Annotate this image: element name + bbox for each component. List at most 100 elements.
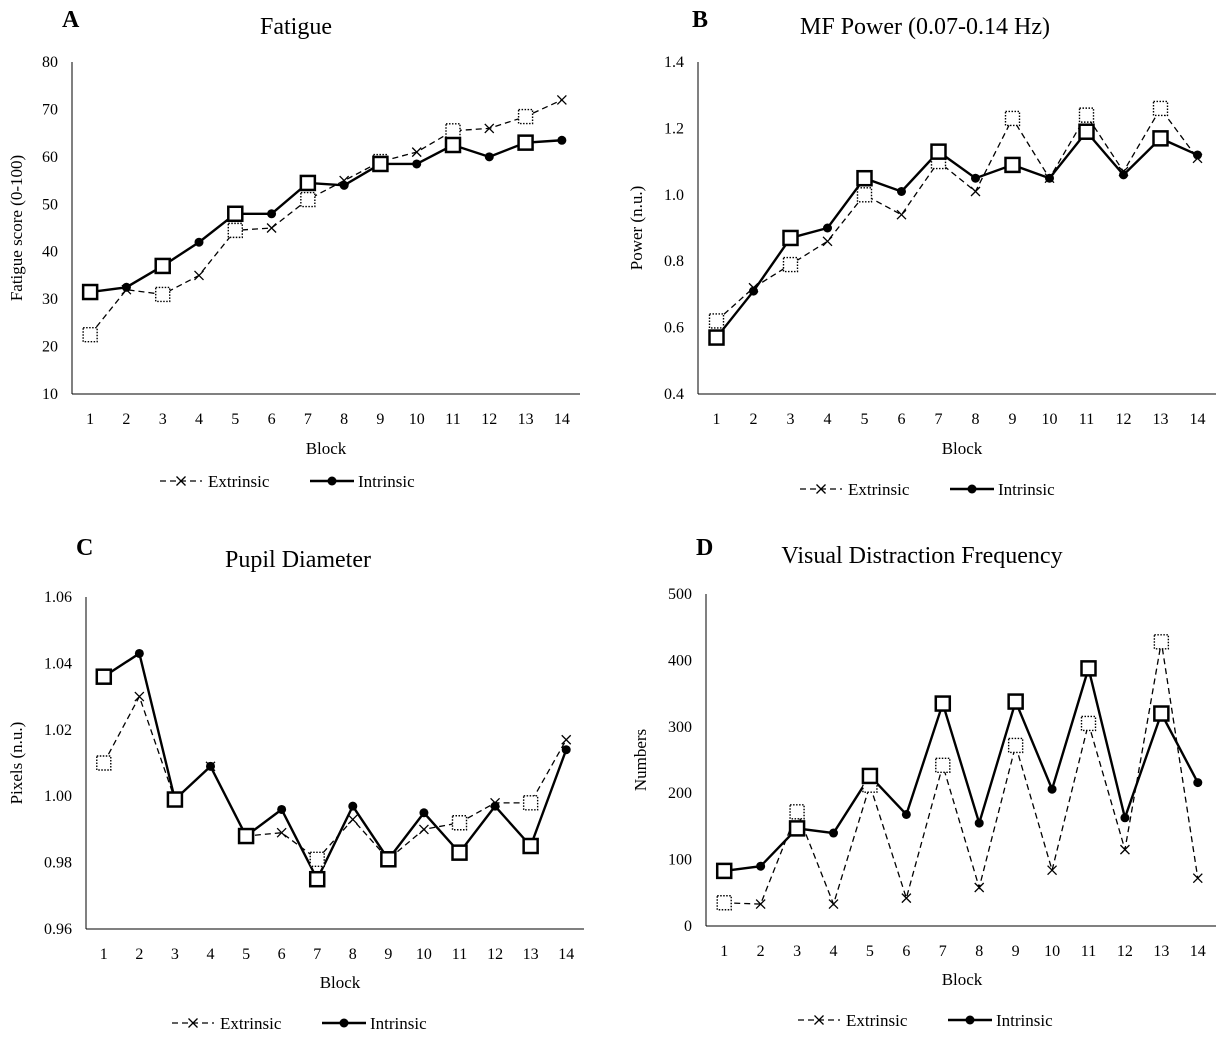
data-point-intrinsic — [267, 209, 277, 219]
x-tick-label: 10 — [409, 411, 425, 428]
x-tick-label: 9 — [1009, 411, 1017, 428]
x-axis-label: Block — [942, 970, 983, 989]
y-tick-label: 300 — [668, 719, 692, 736]
data-point-intrinsic — [348, 801, 358, 811]
data-point-intrinsic — [1045, 173, 1054, 183]
panel-letter: D — [696, 535, 713, 561]
data-point-extrinsic — [561, 734, 572, 745]
x-tick-label: 6 — [898, 411, 906, 428]
data-point-extrinsic — [970, 186, 981, 197]
x-tick-label: 7 — [313, 946, 321, 963]
data-point-extrinsic — [708, 313, 725, 329]
y-tick-label: 200 — [668, 785, 692, 802]
data-point-intrinsic — [1007, 693, 1024, 710]
data-point-intrinsic — [829, 828, 838, 838]
y-tick-label: 1.02 — [44, 722, 72, 739]
x-tick-label: 9 — [376, 411, 384, 428]
data-point-extrinsic — [1153, 634, 1170, 650]
data-point-extrinsic — [194, 270, 204, 281]
data-point-extrinsic — [716, 895, 732, 911]
data-point-extrinsic — [522, 795, 539, 811]
x-tick-label: 13 — [523, 946, 539, 963]
chart-title: Pupil Diameter — [225, 547, 371, 573]
y-tick-label: 60 — [42, 149, 58, 166]
data-point-intrinsic — [419, 808, 429, 818]
data-point-extrinsic — [1047, 865, 1058, 876]
y-tick-label: 20 — [42, 339, 58, 356]
x-tick-label: 5 — [861, 411, 869, 428]
x-tick-label: 5 — [866, 943, 874, 960]
data-point-extrinsic — [82, 327, 98, 343]
panel-letter: A — [62, 7, 80, 33]
x-axis-label: Block — [942, 439, 983, 458]
x-tick-label: 2 — [750, 411, 758, 428]
data-point-extrinsic — [782, 256, 799, 273]
data-point-extrinsic — [411, 147, 422, 158]
data-point-intrinsic — [1193, 150, 1202, 160]
y-tick-label: 100 — [668, 852, 692, 869]
y-tick-label: 50 — [42, 196, 58, 213]
x-tick-label: 13 — [518, 411, 534, 428]
y-tick-label: 0.96 — [44, 921, 72, 938]
y-tick-label: 0.98 — [44, 855, 72, 872]
x-tick-label: 1 — [720, 943, 728, 960]
x-tick-label: 3 — [171, 946, 179, 963]
data-point-intrinsic — [1119, 170, 1128, 180]
data-point-extrinsic — [1152, 100, 1169, 117]
data-point-intrinsic — [444, 136, 462, 154]
y-tick-label: 1.0 — [664, 187, 684, 204]
y-tick-label: 1.2 — [664, 120, 684, 137]
data-point-intrinsic — [522, 837, 539, 855]
data-point-intrinsic — [121, 282, 131, 292]
chart-title: Fatigue — [260, 14, 332, 40]
data-point-intrinsic — [227, 205, 244, 223]
data-point-extrinsic — [896, 209, 907, 220]
x-tick-label: 11 — [445, 411, 460, 428]
data-point-intrinsic — [299, 174, 317, 192]
y-tick-label: 1.06 — [44, 589, 72, 606]
x-tick-label: 12 — [481, 411, 497, 428]
legend: Extrinsic Intrinsic — [798, 1011, 1053, 1030]
legend-label-extrinsic: Extrinsic — [208, 472, 270, 491]
data-point-intrinsic — [412, 159, 422, 169]
x-tick-label: 1 — [86, 411, 94, 428]
chart-panel-c: C Pupil Diameter 0.96 0.98 1.00 1.02 1.04 1.06 1… — [7, 535, 584, 1033]
y-tick-label: 1.4 — [664, 54, 684, 71]
data-point-intrinsic — [934, 695, 952, 712]
x-tick-label: 2 — [135, 946, 143, 963]
data-point-extrinsic — [789, 804, 805, 820]
y-tick-label: 40 — [42, 244, 58, 261]
data-point-intrinsic — [517, 134, 534, 151]
y-tick-label: 80 — [42, 54, 58, 71]
data-point-extrinsic — [822, 236, 833, 247]
data-point-intrinsic — [95, 668, 113, 685]
legend-marker-extrinsic — [176, 476, 186, 486]
legend-marker-intrinsic — [339, 1018, 349, 1028]
data-point-intrinsic — [1047, 784, 1057, 794]
y-tick-label: 0.4 — [664, 386, 684, 403]
data-point-intrinsic — [166, 791, 184, 808]
data-point-intrinsic — [372, 155, 389, 173]
x-tick-label: 12 — [1117, 943, 1133, 960]
series-line-extrinsic — [103, 694, 567, 861]
x-tick-label: 11 — [1079, 411, 1094, 428]
legend-marker-intrinsic — [967, 484, 977, 494]
x-tick-label: 13 — [1153, 943, 1169, 960]
data-point-intrinsic — [782, 229, 799, 247]
data-point-extrinsic — [856, 187, 873, 203]
data-point-intrinsic — [861, 767, 879, 785]
data-point-intrinsic — [708, 329, 725, 346]
x-tick-label: 8 — [340, 411, 348, 428]
legend-marker-intrinsic — [965, 1015, 975, 1025]
data-point-intrinsic — [484, 152, 494, 162]
data-point-extrinsic — [974, 882, 985, 893]
x-tick-label: 9 — [1012, 943, 1020, 960]
data-point-intrinsic — [1080, 660, 1097, 677]
panel-letter: C — [76, 535, 93, 561]
x-tick-label: 9 — [384, 946, 392, 963]
x-tick-label: 3 — [787, 411, 795, 428]
data-point-extrinsic — [901, 893, 912, 904]
panel-letter: B — [692, 7, 708, 33]
data-point-intrinsic — [490, 801, 500, 811]
data-point-intrinsic — [930, 143, 947, 160]
